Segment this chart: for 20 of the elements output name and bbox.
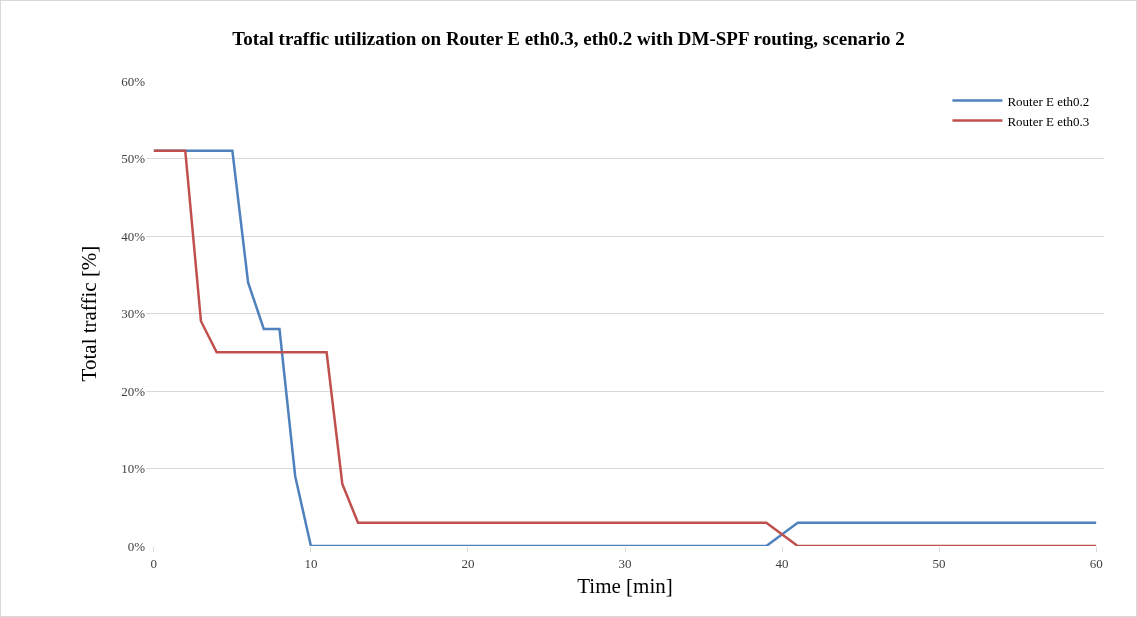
x-tick-label: 0 — [150, 555, 158, 571]
x-axis-title: Time [min] — [577, 573, 673, 598]
y-axis-title: Total traffic [%] — [77, 245, 102, 382]
y-tick-label: 30% — [121, 306, 146, 322]
x-tick-label: 60 — [1089, 555, 1103, 571]
x-tick-label: 20 — [461, 555, 475, 571]
y-tick-label: 40% — [121, 228, 146, 244]
chart-title: Total traffic utilization on Router E eth0.3, eth0.2 with DM-SPF routing, scenario 2 — [232, 28, 905, 50]
y-tick-label: 50% — [121, 151, 146, 167]
y-tick-label: 10% — [121, 461, 146, 477]
y-tick-label: 60% — [121, 73, 146, 89]
line-series — [152, 149, 1098, 546]
y-tick-label: 0% — [127, 538, 146, 554]
legend-label: Router E eth0.2 — [1007, 93, 1090, 109]
x-tick-label: 30 — [618, 555, 632, 571]
x-tick-label: 50 — [932, 555, 946, 571]
y-tick-label: 20% — [121, 383, 146, 399]
x-tick-label: 10 — [304, 555, 318, 571]
legend-label: Router E eth0.3 — [1007, 113, 1090, 129]
x-tick-label: 40 — [775, 555, 789, 571]
